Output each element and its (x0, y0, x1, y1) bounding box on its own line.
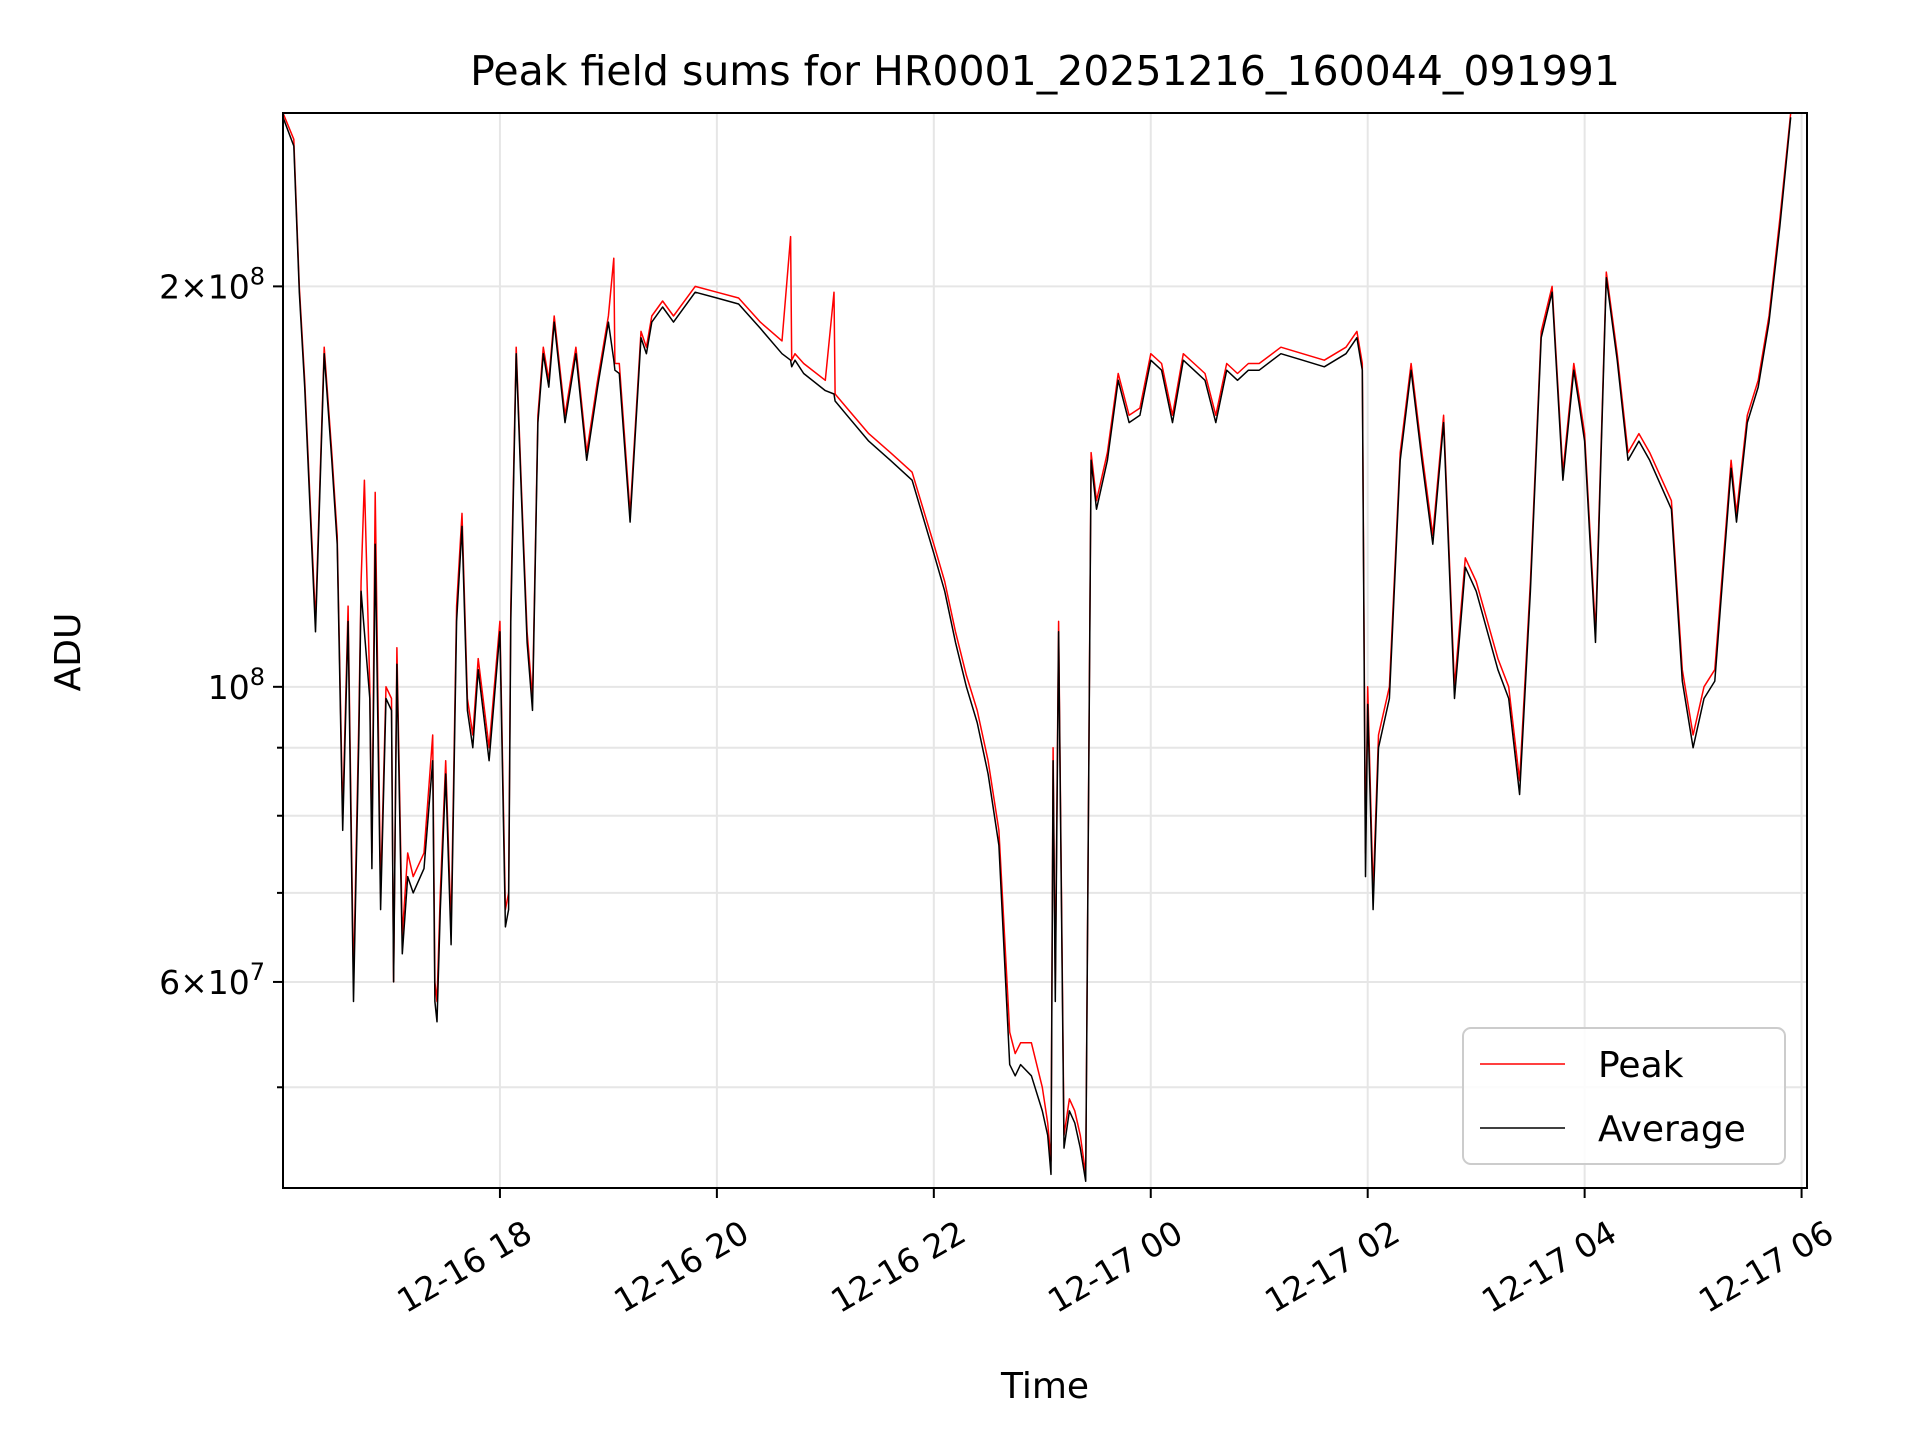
legend-box (1462, 1027, 1786, 1165)
series-line-average (282, 117, 1792, 1182)
y-axis: 2×108 108 6×107 (159, 262, 283, 1089)
legend-average-label: Average (1598, 1109, 1746, 1150)
series-line-peak (282, 112, 1792, 1176)
y-tick-label: 108 (208, 663, 265, 707)
grid (283, 113, 1807, 1188)
legend-peak-label: Peak (1598, 1045, 1684, 1086)
y-tick-label: 2×108 (159, 262, 265, 306)
chart-title: Peak field sums for HR0001_20251216_1600… (470, 47, 1620, 95)
x-axis-label: Time (1000, 1366, 1089, 1407)
series-average (282, 117, 1792, 1182)
legend: Peak Average (1462, 1027, 1786, 1165)
y-axis-label: ADU (48, 613, 89, 692)
series-layer (282, 112, 1792, 1182)
plot-frame (282, 112, 1808, 1189)
y-tick-label: 6×107 (159, 958, 265, 1002)
series-peak (282, 112, 1792, 1176)
